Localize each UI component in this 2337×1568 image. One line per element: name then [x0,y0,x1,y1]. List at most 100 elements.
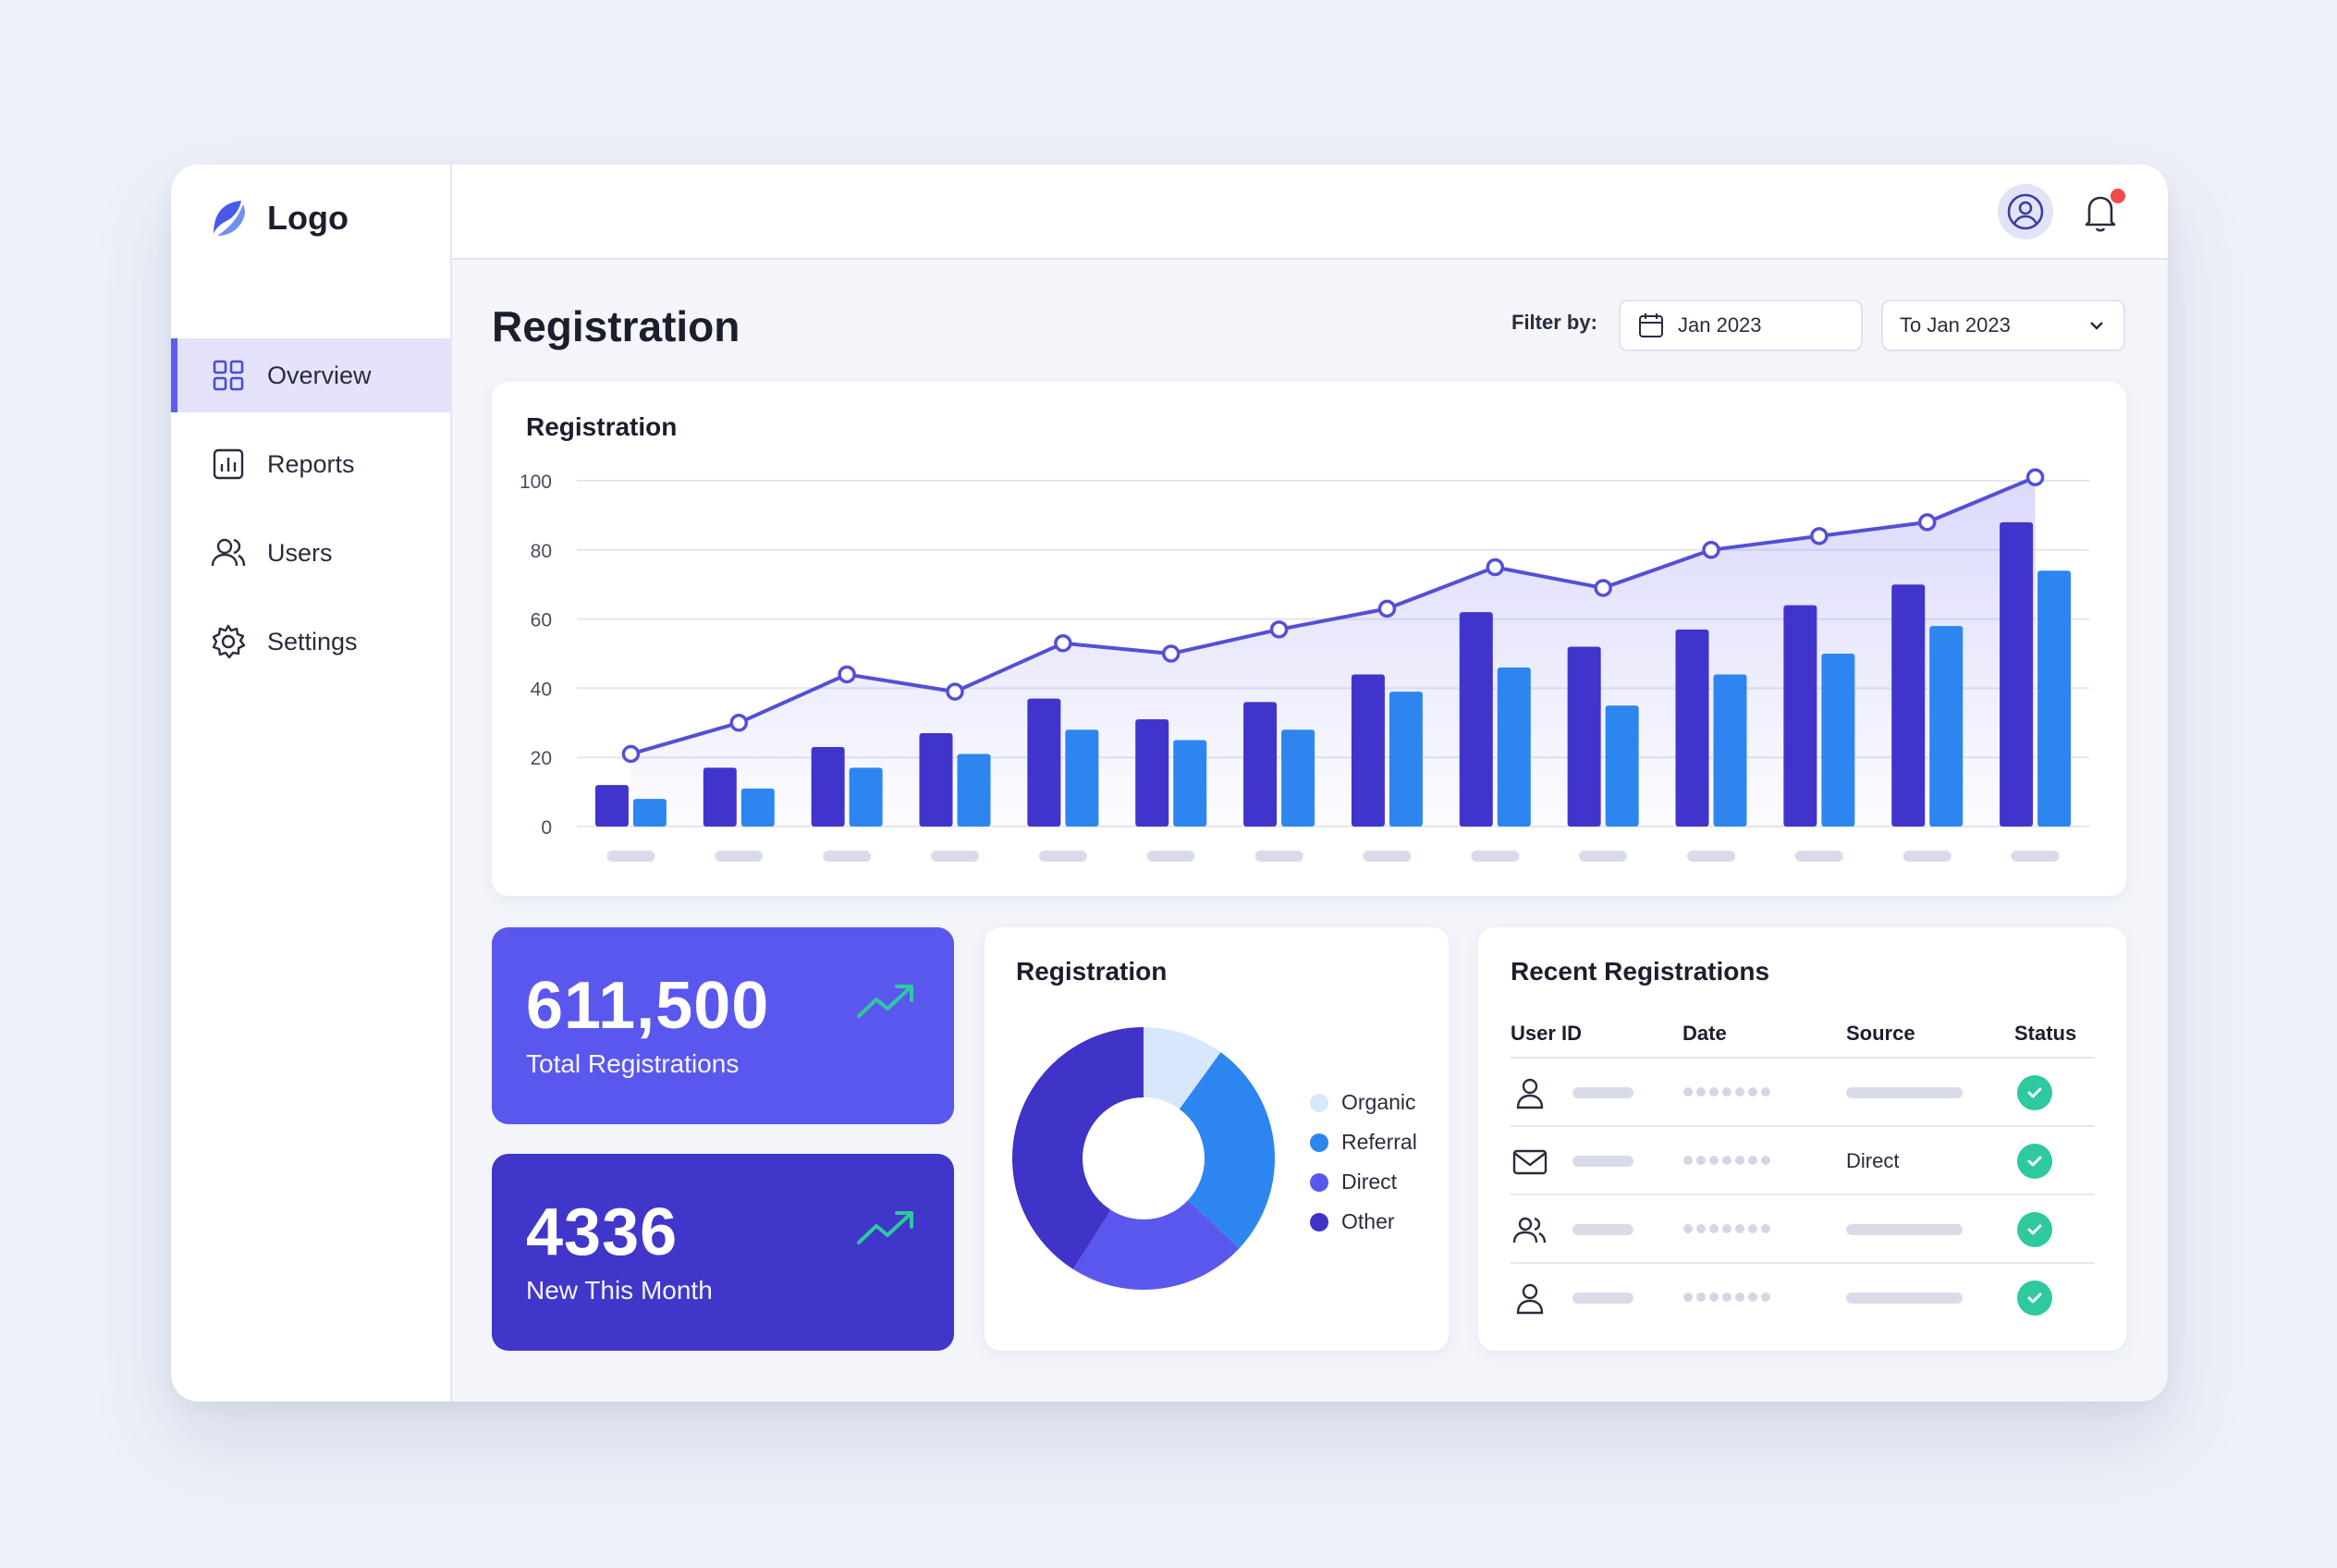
line-point [621,744,641,764]
table-row[interactable] [1511,1194,2095,1262]
sidebar: Logo Overview Reports [171,165,452,1402]
line-point [1917,513,1937,532]
line-point [1810,527,1829,545]
bar-series-1 [594,785,629,827]
pie-title: Registration [1016,957,1168,986]
x-tick-label-placeholder [2011,851,2060,862]
legend-label: Organic [1341,1090,1416,1114]
new-this-month-card[interactable]: 4336 New This Month [492,1154,954,1351]
user-id-placeholder [1572,1087,1633,1098]
pie-legend: Organic Referral Direct Other [1310,1083,1417,1242]
source-placeholder [1846,1087,1963,1098]
line-point [946,682,964,701]
line-point [729,714,749,732]
bar-series-1 [1783,605,1817,827]
top-bar [452,165,2168,260]
sidebar-item-users[interactable]: Users [171,516,450,590]
bar-series-2 [1713,674,1747,827]
bar-series-2 [740,788,775,827]
avatar-button[interactable] [1998,184,2053,239]
x-tick-label-placeholder [1363,851,1412,862]
registration-chart: 0 20 40 60 80 100 [520,468,2089,862]
page-title: Registration [492,302,740,350]
date-from-value: Jan 2023 [1678,313,1762,337]
bar-chart-icon [213,448,244,480]
legend-item[interactable]: Referral [1310,1122,1417,1162]
bar-series-2 [1821,654,1855,827]
bar-series-1 [919,733,953,827]
column-header-status[interactable]: Status [2014,1022,2077,1045]
user-id-placeholder [1572,1224,1633,1235]
y-tick-label: 20 [531,748,552,769]
stat-value: 611,500 [526,969,770,1043]
column-header-date[interactable]: Date [1682,1022,1727,1045]
status-badge [2017,1075,2052,1110]
table-row[interactable] [1511,1057,2095,1125]
recent-registrations-card: Recent Registrations User ID Date Source… [1478,927,2126,1351]
bell-icon[interactable] [2075,187,2125,237]
date-to-value: To Jan 2023 [1900,313,2011,337]
stat-label: Total Registrations [526,1049,740,1078]
bar-series-2 [849,767,883,827]
sidebar-item-overview[interactable]: Overview [171,338,450,412]
table-row[interactable] [1511,1262,2095,1330]
legend-dot [1310,1172,1328,1192]
status-badge [2017,1212,2052,1247]
sidebar-item-label: Reports [267,449,355,478]
status-badge [2017,1144,2052,1179]
column-header-source[interactable]: Source [1846,1022,1915,1045]
x-tick-label-placeholder [715,851,764,862]
date-to-select[interactable]: To Jan 2023 [1881,300,2125,351]
registration-chart-card: Registration 0 20 40 60 80 100 [492,382,2126,896]
legend-item[interactable]: Direct [1310,1162,1417,1202]
y-tick-label: 80 [531,541,552,562]
y-tick-label: 0 [541,817,552,839]
registration-donut-chart [1012,1027,1275,1290]
user-circle-icon [2007,193,2044,230]
x-tick-label-placeholder [1687,851,1735,862]
line-point [1377,599,1397,619]
date-placeholder [1683,1224,1770,1233]
gear-icon [212,624,246,659]
y-tick-label: 60 [531,610,552,631]
bar-series-1 [1243,702,1278,827]
users-icon [1512,1217,1547,1243]
donut-slice [1179,1052,1275,1249]
table-title: Recent Registrations [1511,957,1770,986]
sidebar-item-settings[interactable]: Settings [171,605,450,679]
legend-label: Referral [1341,1130,1417,1154]
check-icon [2027,1156,2042,1167]
check-icon [2027,1087,2042,1098]
date-from-picker[interactable]: Jan 2023 [1619,300,1863,351]
users-icon [211,538,246,567]
bar-series-1 [1027,698,1061,827]
line-series [630,475,2037,756]
line-point [1054,634,1072,653]
bar-series-2 [1389,692,1423,827]
table-row[interactable]: Direct [1511,1125,2095,1194]
legend-item[interactable]: Organic [1310,1083,1417,1122]
bar-series-2 [1281,729,1315,827]
x-tick-label-placeholder [1579,851,1628,862]
sidebar-nav: Overview Reports Users [171,338,450,693]
brand[interactable]: Logo [208,190,349,246]
sidebar-item-label: Overview [267,361,372,389]
bar-series-2 [1173,740,1207,827]
bar-series-1 [1459,612,1493,827]
legend-item[interactable]: Other [1310,1202,1417,1242]
date-placeholder [1683,1292,1770,1302]
registration-pie-card: Registration Organic Referral Direct Oth… [985,927,1449,1351]
sidebar-item-reports[interactable]: Reports [171,427,450,501]
trend-up-icon [857,1211,913,1244]
notification-dot [2111,189,2125,203]
user-id-placeholder [1572,1156,1633,1167]
check-icon [2027,1224,2042,1235]
legend-label: Other [1341,1209,1395,1233]
column-header-user-id[interactable]: User ID [1511,1022,1583,1045]
logo-icon [214,201,245,236]
bar-series-2 [1065,729,1099,827]
total-registrations-card[interactable]: 611,500 Total Registrations [492,927,954,1124]
bar-series-1 [703,767,737,827]
stat-label: New This Month [526,1276,713,1305]
bar-series-2 [2037,570,2072,827]
